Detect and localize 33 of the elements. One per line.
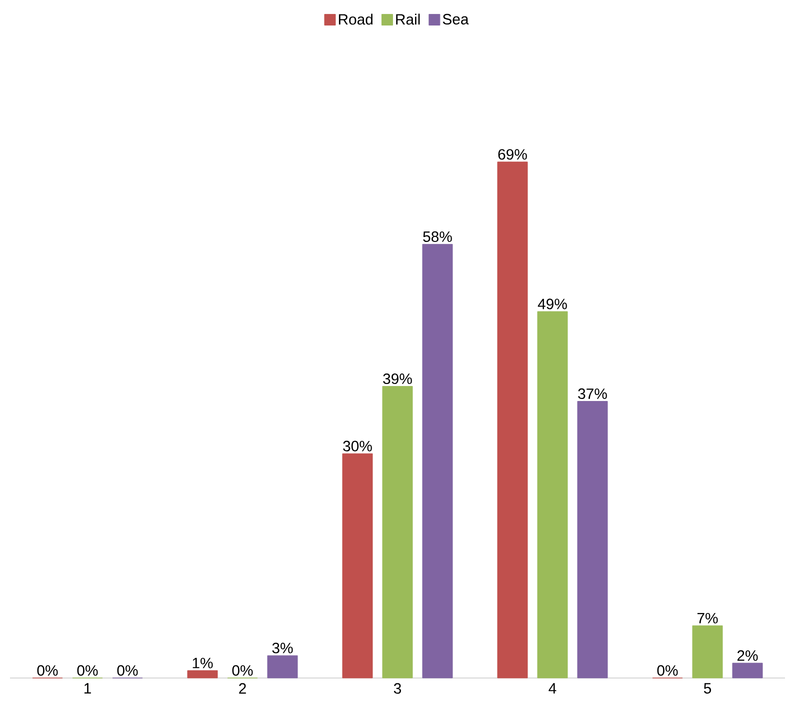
legend-label: Road bbox=[338, 14, 372, 25]
data-label: 0% bbox=[232, 665, 253, 676]
bar bbox=[577, 401, 608, 678]
bar bbox=[422, 244, 453, 678]
data-label: 37% bbox=[578, 388, 607, 400]
bar bbox=[342, 453, 373, 678]
x-tick-label: 2 bbox=[239, 683, 246, 694]
data-label: 69% bbox=[498, 149, 527, 160]
data-label: 0% bbox=[37, 665, 58, 676]
data-label: 1% bbox=[192, 658, 213, 668]
bar bbox=[187, 670, 218, 678]
bar bbox=[692, 625, 723, 678]
data-label: 58% bbox=[423, 231, 452, 242]
x-tick-label: 5 bbox=[704, 683, 712, 694]
data-label: 0% bbox=[77, 665, 98, 676]
x-tick-label: 4 bbox=[548, 683, 556, 694]
data-label: 49% bbox=[538, 298, 567, 310]
bar bbox=[382, 386, 413, 678]
x-tick-label: 3 bbox=[394, 683, 402, 694]
data-label: 0% bbox=[117, 665, 138, 676]
legend-label: Rail bbox=[396, 14, 420, 25]
bar bbox=[267, 655, 298, 678]
data-label: 2% bbox=[737, 650, 758, 661]
data-label: 30% bbox=[343, 440, 372, 452]
legend-label: Sea bbox=[442, 14, 469, 24]
bar bbox=[537, 311, 568, 678]
data-label: 0% bbox=[657, 665, 678, 676]
data-label: 3% bbox=[272, 642, 293, 654]
data-label: 7% bbox=[697, 612, 718, 624]
bar bbox=[732, 662, 763, 678]
x-tick-label: 1 bbox=[84, 683, 91, 694]
data-label: 39% bbox=[383, 373, 412, 384]
bar bbox=[497, 162, 528, 678]
